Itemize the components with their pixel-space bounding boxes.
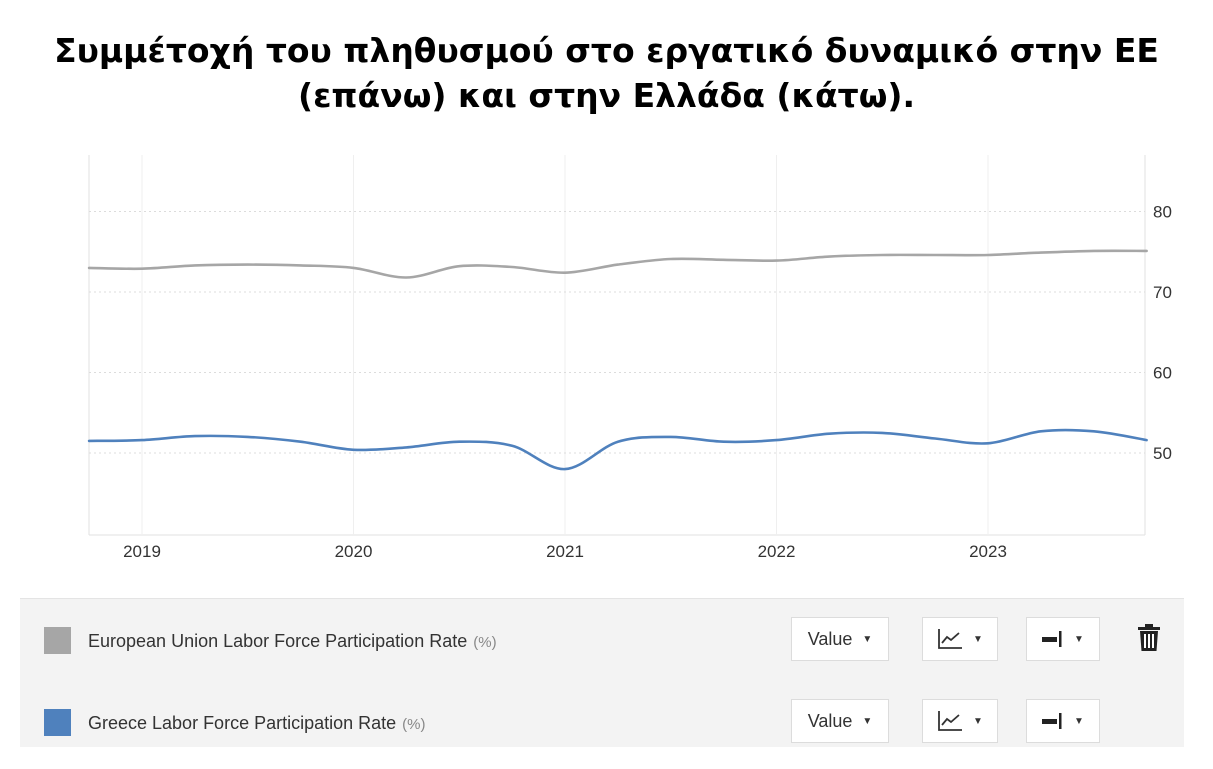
caret-down-icon: ▼ <box>862 715 873 727</box>
trash-icon[interactable] <box>1136 623 1162 653</box>
caret-down-icon: ▼ <box>973 633 983 645</box>
x-tick-label: 2019 <box>123 542 161 561</box>
grid-layer <box>88 155 1146 536</box>
x-tick-label: 2021 <box>546 542 584 561</box>
chart-title: Συμμέτοχή του πληθυσμού στο εργατικό δυν… <box>0 28 1213 118</box>
series-name: European Union Labor Force Participation… <box>88 631 468 651</box>
y-tick-label: 60 <box>1153 364 1172 383</box>
series-color-swatch[interactable] <box>44 709 71 736</box>
series-unit: (%) <box>402 716 426 733</box>
chart-type-dropdown[interactable]: ▼ <box>922 617 998 661</box>
line-chart-icon <box>938 711 963 731</box>
x-tick-label: 2022 <box>758 542 796 561</box>
y-tick-label: 70 <box>1153 283 1172 302</box>
legend-row-eu[interactable]: European Union Labor Force Participation… <box>20 611 1184 671</box>
axis-dropdown[interactable]: ▼ <box>1026 699 1100 743</box>
caret-down-icon: ▼ <box>1074 633 1084 645</box>
series-line-eu[interactable] <box>87 249 1148 279</box>
legend-panel: European Union Labor Force Participation… <box>20 598 1184 747</box>
y-tick-label: 80 <box>1153 203 1172 222</box>
line-chart: 2019 2020 2021 2022 2023 50 60 70 80 <box>87 155 1172 561</box>
legend-row-greece[interactable]: Greece Labor Force Participation Rate (%)… <box>20 693 1184 753</box>
line-chart-icon <box>938 629 963 649</box>
y-tick-label: 50 <box>1153 444 1172 463</box>
series-line-greece[interactable] <box>87 428 1148 471</box>
chart-type-dropdown[interactable]: ▼ <box>922 699 998 743</box>
x-tick-label: 2023 <box>969 542 1007 561</box>
y-axis: 50 60 70 80 <box>1153 203 1172 464</box>
x-axis: 2019 2020 2021 2022 2023 <box>123 542 1007 561</box>
value-dropdown-label: Value <box>807 628 853 649</box>
series-label: European Union Labor Force Participation… <box>88 631 497 652</box>
chart-title-line1: Συμμέτοχή του πληθυσμού στο εργατικό δυν… <box>54 31 1159 70</box>
value-dropdown[interactable]: Value ▼ <box>791 617 889 661</box>
caret-down-icon: ▼ <box>1074 715 1084 727</box>
value-dropdown[interactable]: Value ▼ <box>791 699 889 743</box>
value-dropdown-label: Value <box>807 710 853 731</box>
caret-down-icon: ▼ <box>973 715 983 727</box>
series-layer <box>87 249 1148 471</box>
axis-dropdown[interactable]: ▼ <box>1026 617 1100 661</box>
chart-title-line2: (επάνω) και στην Ελλάδα (κάτω). <box>297 76 915 115</box>
series-label: Greece Labor Force Participation Rate (%) <box>88 713 425 734</box>
series-unit: (%) <box>473 634 497 651</box>
x-tick-label: 2020 <box>335 542 373 561</box>
caret-down-icon: ▼ <box>862 633 873 645</box>
axis-icon <box>1042 713 1062 729</box>
series-color-swatch[interactable] <box>44 627 71 654</box>
axis-icon <box>1042 631 1062 647</box>
series-name: Greece Labor Force Participation Rate <box>88 713 397 733</box>
